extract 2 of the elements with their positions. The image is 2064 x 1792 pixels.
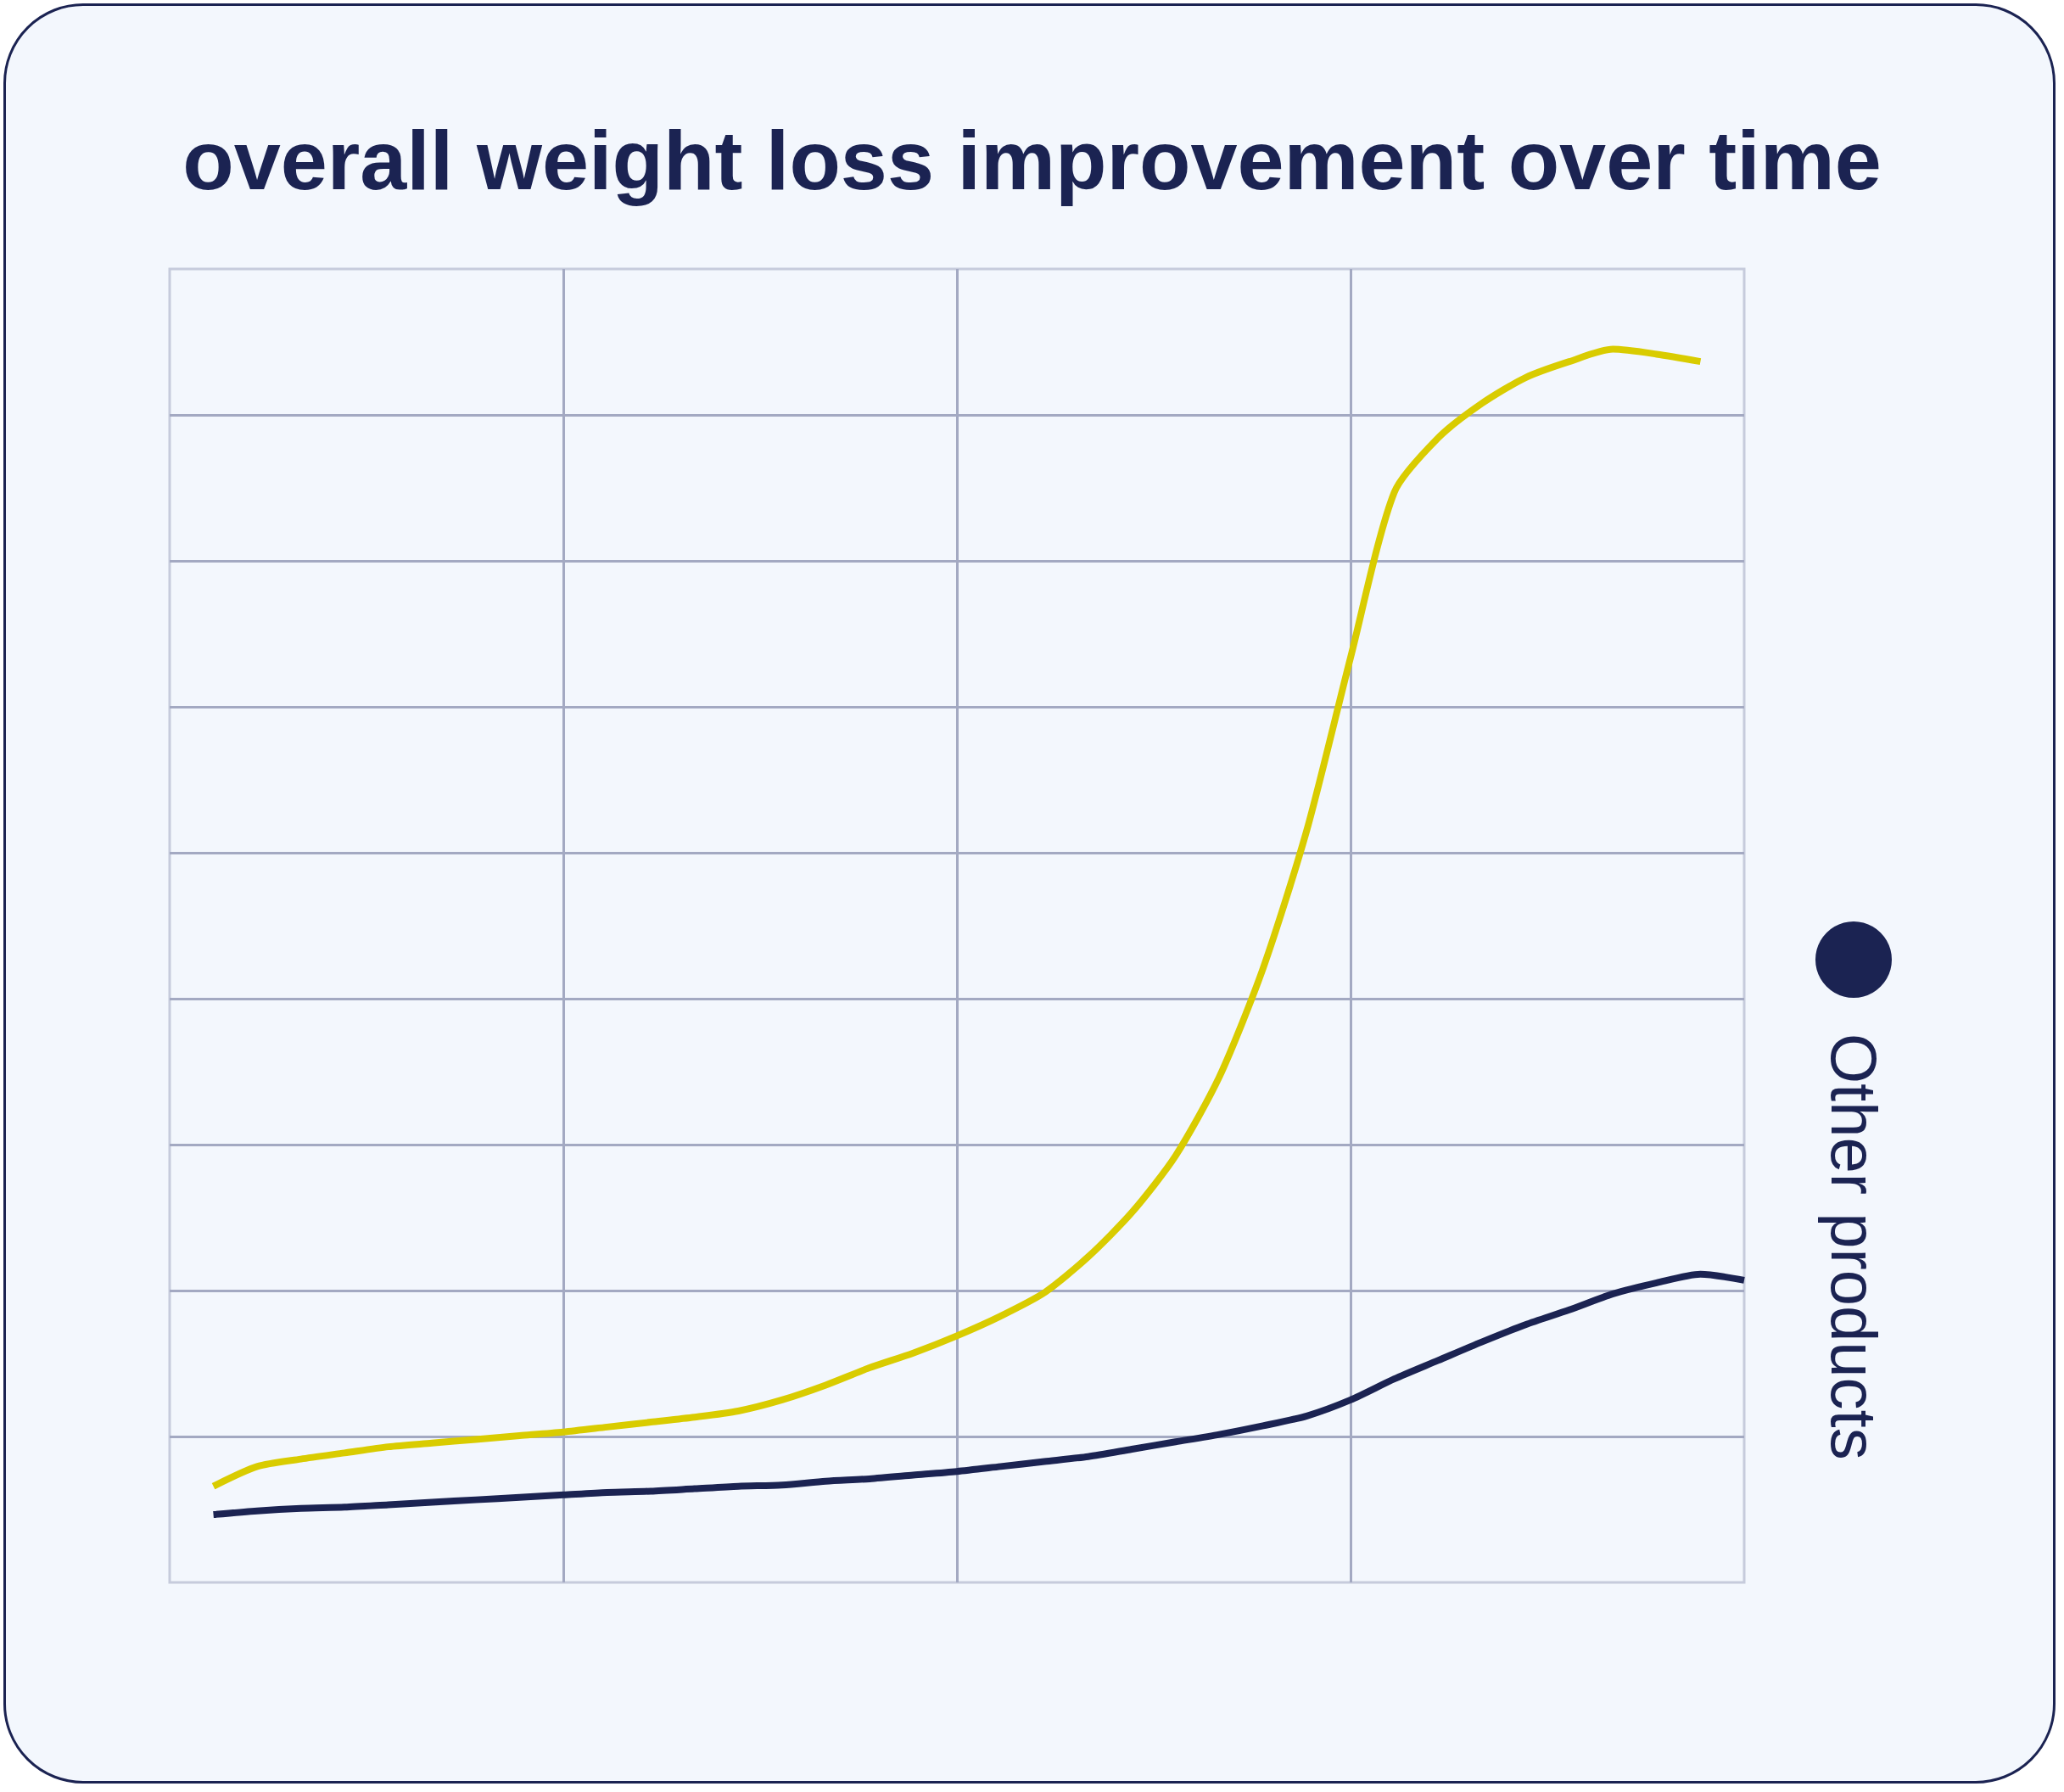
legend-label: Other products bbox=[1817, 1033, 1890, 1460]
chart-title: overall weight loss improvement over time bbox=[182, 113, 1882, 207]
